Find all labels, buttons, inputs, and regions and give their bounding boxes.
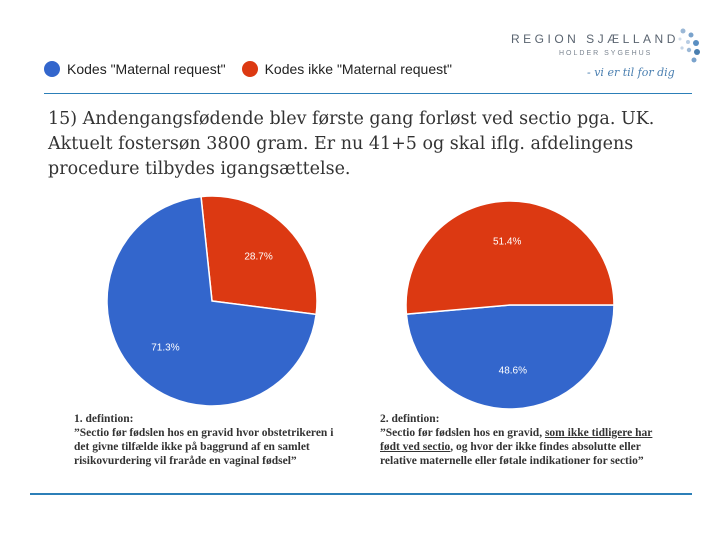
definition-2-title: 2. defintion: xyxy=(380,413,440,425)
pie-1-label-not-maternal-request: 28.7% xyxy=(244,252,272,263)
legend-item-not-maternal-request: Kodes ikke "Maternal request" xyxy=(241,61,452,77)
dots-logo-icon xyxy=(678,28,700,63)
definition-1-title: 1. defintion: xyxy=(74,413,134,425)
legend-label: Kodes "Maternal request" xyxy=(67,61,226,77)
pie-1-slice-maternal-request xyxy=(106,195,317,407)
pie-2-slice-maternal-request xyxy=(405,304,615,410)
legend-blue-swatch xyxy=(44,61,60,77)
definition-2-text-underlined: som ikke tidligere har født ved sectio xyxy=(380,427,653,453)
definition-1: 1. defintion: ”Sectio før fødslen hos en… xyxy=(74,412,344,468)
definition-2-text-b: , og hvor der ikke findes absolutte elle… xyxy=(380,441,644,467)
pie-1-slice-not-maternal-request xyxy=(200,195,318,316)
pie-2-label-maternal-request: 48.6% xyxy=(499,365,527,376)
header-divider xyxy=(44,93,692,94)
question-text: 15) Andengangsfødende blev første gang f… xyxy=(48,109,655,179)
pie-2-slice-not-maternal-request xyxy=(405,200,615,315)
logo-slogan: - vi er til for dig xyxy=(587,66,675,79)
chart-legend: Kodes "Maternal request" Kodes ikke "Mat… xyxy=(44,58,468,80)
legend-label: Kodes ikke "Maternal request" xyxy=(264,61,452,77)
definition-2: 2. defintion: ”Sectio før fødslen hos en… xyxy=(380,412,670,468)
logo-tagline: HOLDER SYGEHUS xyxy=(559,50,653,57)
legend-item-maternal-request: Kodes "Maternal request" xyxy=(44,61,226,77)
pie-1-label-maternal-request: 71.3% xyxy=(151,342,179,353)
pie-2-label-not-maternal-request: 51.4% xyxy=(493,237,521,248)
legend-red-swatch xyxy=(241,61,258,77)
definition-2-text-a: ”Sectio før fødslen hos en gravid, xyxy=(380,427,545,439)
region-logo: REGION SJÆLLAND HOLDER SYGEHUS - vi er t… xyxy=(505,22,705,92)
footer-divider xyxy=(30,493,692,495)
logo-name: REGION SJÆLLAND xyxy=(511,32,679,46)
definition-1-text: ”Sectio før fødslen hos en gravid hvor o… xyxy=(74,427,334,467)
